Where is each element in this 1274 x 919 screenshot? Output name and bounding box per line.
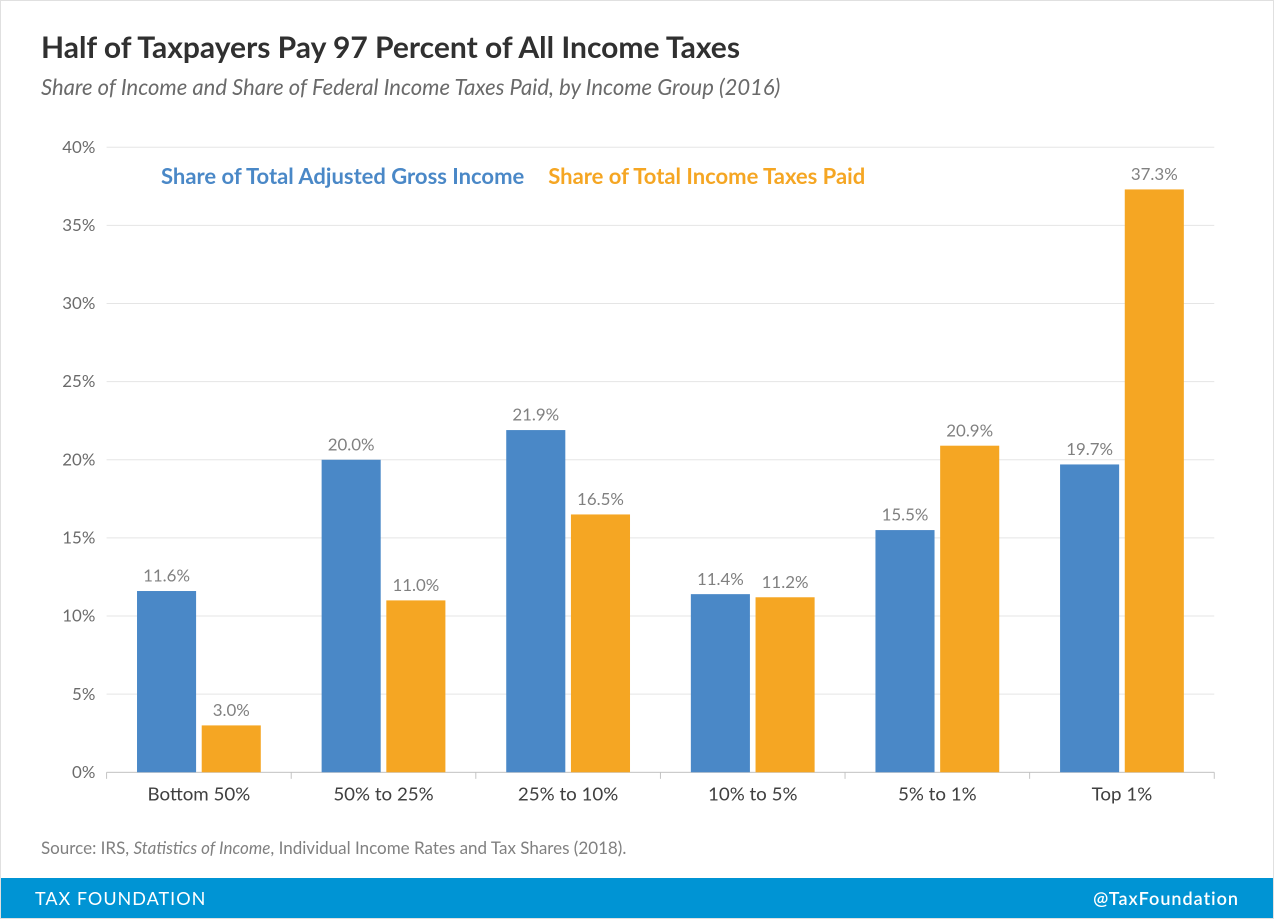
- y-tick-label: 0%: [72, 761, 95, 782]
- bar-taxes: [756, 597, 815, 772]
- source-prefix: Source: IRS,: [41, 837, 134, 858]
- legend-item-taxes: Share of Total Income Taxes Paid: [548, 162, 865, 189]
- x-tick-label: 25% to 10%: [518, 782, 618, 804]
- bar-value-label: 21.9%: [512, 404, 559, 425]
- bar-taxes: [571, 514, 630, 772]
- bar-value-label: 11.4%: [697, 568, 744, 589]
- x-tick-label: 5% to 1%: [898, 782, 977, 804]
- bar-income: [137, 591, 196, 772]
- bar-value-label: 3.0%: [213, 699, 250, 720]
- x-tick-label: 10% to 5%: [708, 782, 798, 804]
- bar-income: [691, 594, 750, 772]
- x-tick-label: Top 1%: [1092, 782, 1153, 804]
- bar-value-label: 20.0%: [328, 433, 375, 454]
- y-tick-label: 25%: [62, 370, 95, 391]
- bar-value-label: 11.0%: [392, 574, 439, 595]
- bar-taxes: [1125, 189, 1184, 772]
- chart-title: Half of Taxpayers Pay 97 Percent of All …: [41, 29, 1233, 65]
- y-tick-label: 15%: [62, 527, 95, 548]
- y-tick-label: 5%: [72, 683, 95, 704]
- source-suffix: , Individual Income Rates and Tax Shares…: [270, 837, 626, 858]
- x-tick-label: Bottom 50%: [148, 782, 251, 804]
- y-tick-label: 10%: [62, 605, 95, 626]
- source-italic: Statistics of Income: [134, 837, 271, 858]
- bar-income: [506, 430, 565, 772]
- bar-income: [322, 460, 381, 773]
- header: Half of Taxpayers Pay 97 Percent of All …: [1, 1, 1273, 110]
- bar-value-label: 11.2%: [762, 571, 809, 592]
- bar-value-label: 11.6%: [143, 565, 190, 586]
- bar-value-label: 19.7%: [1066, 438, 1113, 459]
- y-tick-label: 20%: [62, 448, 95, 469]
- y-tick-label: 35%: [62, 214, 95, 235]
- y-tick-label: 30%: [62, 292, 95, 313]
- chart-svg: 0% 5% 10% 15% 20% 25% 30% 35% 40% 11.6% 3.0% Bottom…: [41, 130, 1233, 827]
- x-tick-label: 50% to 25%: [333, 782, 433, 804]
- bar-value-label: 20.9%: [946, 419, 993, 440]
- bar-income: [1060, 464, 1119, 772]
- source-citation: Source: IRS, Statistics of Income, Indiv…: [1, 837, 1273, 878]
- footer-handle: @TaxFoundation: [1093, 887, 1239, 909]
- bar-income: [875, 530, 934, 772]
- chart-area: Share of Total Adjusted Gross Income Sha…: [1, 110, 1273, 837]
- legend: Share of Total Adjusted Gross Income Sha…: [161, 162, 865, 189]
- bar-value-label: 37.3%: [1131, 163, 1178, 184]
- footer-org: TAX FOUNDATION: [35, 887, 206, 909]
- bar-value-label: 15.5%: [882, 504, 929, 525]
- chart-container: Half of Taxpayers Pay 97 Percent of All …: [0, 0, 1274, 919]
- footer-bar: TAX FOUNDATION @TaxFoundation: [1, 878, 1273, 918]
- legend-item-income: Share of Total Adjusted Gross Income: [161, 162, 524, 189]
- chart-subtitle: Share of Income and Share of Federal Inc…: [41, 73, 1233, 100]
- bar-taxes: [940, 446, 999, 773]
- bar-value-label: 16.5%: [577, 488, 624, 509]
- bar-taxes: [202, 725, 261, 772]
- bar-taxes: [386, 600, 445, 772]
- y-tick-label: 40%: [62, 136, 95, 157]
